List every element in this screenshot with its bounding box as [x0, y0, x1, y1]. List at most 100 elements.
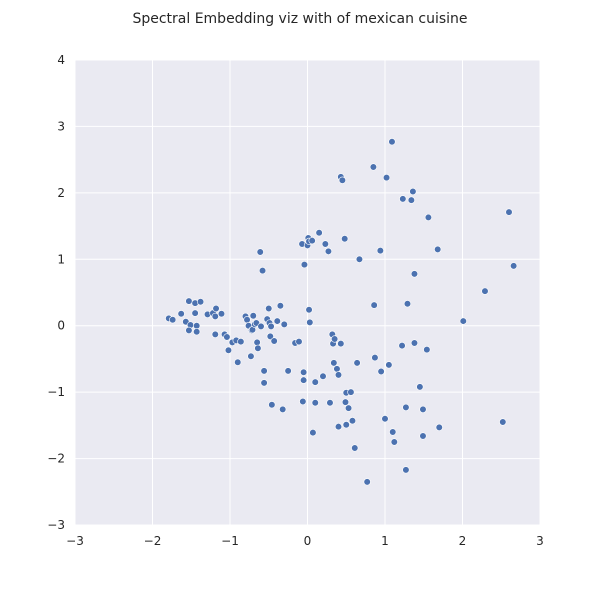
data-point [337, 340, 345, 348]
y-tick-label: −3 [47, 518, 65, 532]
data-point [334, 371, 343, 379]
data-point [402, 403, 410, 412]
data-point [217, 310, 226, 318]
data-point [185, 297, 193, 305]
data-point [270, 337, 278, 345]
data-point [280, 320, 288, 328]
x-tick-label: 0 [304, 534, 312, 548]
data-point [423, 346, 431, 354]
data-point [419, 405, 427, 414]
data-point [334, 423, 343, 431]
data-point [424, 213, 433, 222]
data-point [306, 318, 314, 326]
data-point [308, 237, 316, 245]
data-point [363, 478, 371, 486]
data-point [212, 304, 220, 313]
data-point [434, 245, 442, 253]
data-point [481, 287, 489, 295]
data-point [279, 405, 287, 414]
data-point [331, 335, 339, 343]
y-tick-label: 2 [57, 186, 65, 200]
data-point [435, 423, 443, 431]
tick-labels: −3 −2 −1 0 1 2 3 −3 −2 −1 0 1 2 3 4 [47, 53, 544, 548]
data-point [409, 187, 417, 196]
data-point [193, 328, 201, 336]
y-tick-label: 3 [57, 119, 65, 133]
y-tick-label: 0 [57, 319, 65, 333]
data-point [341, 235, 349, 243]
data-point [258, 266, 267, 275]
data-point [249, 312, 257, 320]
data-point [300, 261, 309, 269]
data-point [311, 399, 319, 407]
data-point [185, 326, 193, 334]
data-point [253, 338, 261, 346]
data-point [348, 417, 357, 425]
y-tick-label: 1 [57, 252, 65, 266]
data-point [177, 310, 185, 318]
data-point [169, 316, 177, 324]
x-tick-label: −1 [221, 534, 239, 548]
data-point [224, 346, 233, 354]
data-point [300, 376, 308, 384]
data-point [256, 248, 264, 256]
data-point [410, 270, 419, 278]
data-point [321, 240, 329, 248]
data-point [266, 332, 274, 340]
y-tick-label: 4 [57, 53, 65, 67]
y-tick-label: −2 [47, 452, 65, 466]
data-point [276, 302, 284, 310]
data-point [284, 367, 292, 375]
data-point [398, 342, 406, 350]
data-point [265, 304, 273, 313]
data-point [388, 138, 396, 146]
data-point [300, 368, 308, 376]
x-tick-label: 1 [381, 534, 389, 548]
data-point [419, 432, 427, 440]
data-point [247, 352, 255, 360]
data-point [273, 317, 281, 325]
data-point [459, 317, 467, 325]
data-point [330, 359, 338, 367]
data-point [324, 247, 333, 255]
y-tick-label: −1 [47, 385, 65, 399]
data-point [211, 312, 219, 321]
data-point [351, 444, 359, 452]
data-point [499, 418, 507, 426]
data-point [407, 196, 415, 204]
data-point [505, 208, 513, 216]
data-point [237, 338, 245, 346]
data-point [402, 466, 410, 474]
data-point [399, 195, 407, 203]
data-point [341, 398, 350, 406]
data-point [193, 322, 201, 330]
data-point [410, 339, 419, 347]
data-point [385, 361, 393, 369]
data-point [371, 354, 379, 362]
data-point [260, 379, 268, 387]
data-point [211, 330, 219, 338]
x-tick-label: −2 [144, 534, 162, 548]
data-point [389, 428, 397, 436]
data-point [223, 333, 231, 341]
data-point [268, 401, 276, 409]
data-point [299, 397, 307, 406]
data-point [243, 316, 251, 324]
chart-title: Spectral Embedding viz with of mexican c… [132, 11, 467, 27]
x-tick-label: 3 [536, 534, 544, 548]
data-point [295, 338, 303, 346]
data-point [377, 367, 385, 376]
data-point [370, 301, 378, 309]
data-point [355, 255, 364, 263]
data-point [260, 367, 268, 375]
grid-lines [74, 59, 541, 526]
data-point [403, 300, 412, 308]
data-point [353, 359, 361, 367]
x-tick-label: 2 [459, 534, 467, 548]
data-point [347, 388, 355, 396]
data-point [257, 322, 265, 330]
data-point [390, 438, 398, 446]
data-point [309, 429, 317, 437]
data-point [376, 247, 384, 255]
